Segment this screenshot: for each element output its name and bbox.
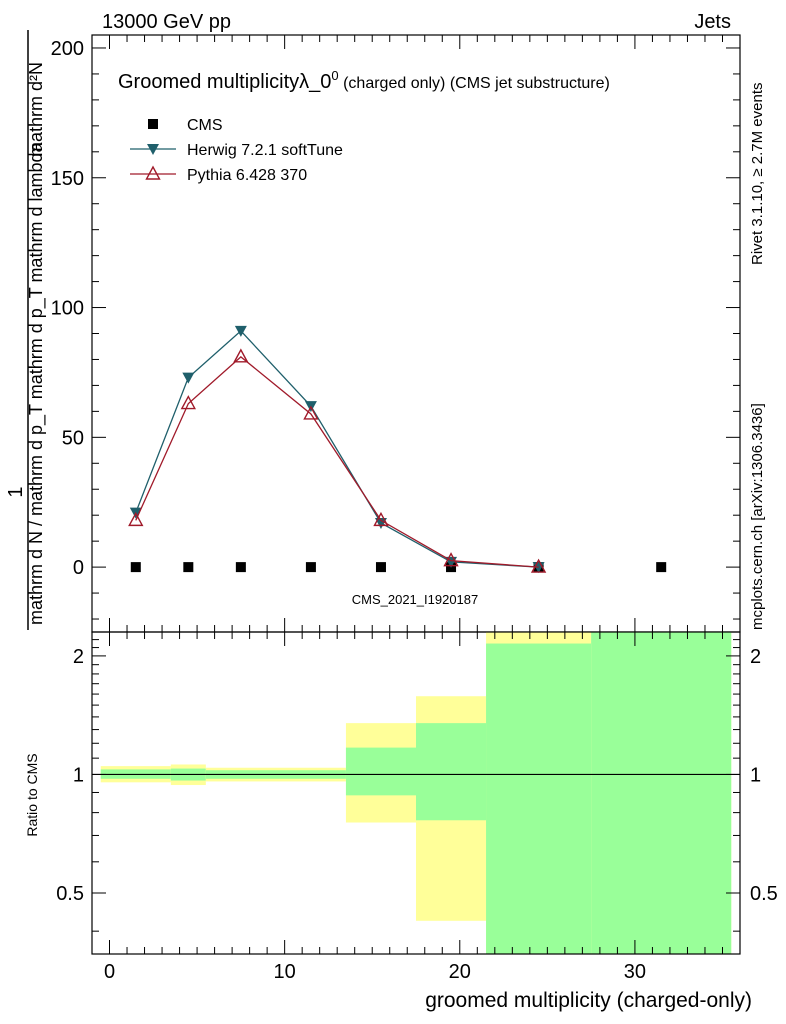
data-point bbox=[303, 405, 319, 420]
data-point bbox=[180, 395, 196, 410]
data-point bbox=[235, 562, 246, 573]
ratio-y-tick-label: 0.5 bbox=[750, 883, 778, 905]
category-label: Jets bbox=[694, 11, 731, 33]
legend-marker bbox=[148, 119, 158, 129]
legend-entry: Pythia 6.428 370 bbox=[130, 165, 307, 184]
y-tick-label: 150 bbox=[51, 168, 84, 190]
legend-label: Herwig 7.2.1 softTune bbox=[187, 142, 343, 159]
main-series bbox=[128, 325, 667, 574]
y-tick-label: 200 bbox=[51, 38, 84, 60]
x-tick-label: 30 bbox=[624, 961, 646, 983]
legend-entry: CMS bbox=[148, 117, 223, 134]
green-band bbox=[591, 632, 732, 954]
ratio-y-tick-label: 1 bbox=[750, 764, 761, 786]
ylabel-denominator: mathrm d N / mathrm d p_T mathrm d p_T m… bbox=[26, 142, 47, 625]
x-axis-label: groomed multiplicity (charged-only) bbox=[425, 989, 752, 1012]
legend-marker bbox=[145, 165, 161, 180]
data-point bbox=[374, 517, 387, 529]
ratio-ticks: 0.5 0.51 12 20 10 20 30 bbox=[56, 632, 778, 983]
data-point bbox=[530, 558, 547, 573]
y-tick-label: 0 bbox=[73, 557, 84, 579]
legend: CMS Herwig 7.2.1 softTune Pythia 6.428 370 bbox=[130, 117, 343, 184]
x-tick-label: 20 bbox=[449, 961, 471, 983]
legend-entry: Herwig 7.2.1 softTune bbox=[130, 142, 343, 159]
green-band bbox=[345, 747, 416, 796]
legend-label: Pythia 6.428 370 bbox=[187, 167, 307, 184]
green-band bbox=[416, 723, 487, 821]
ylabel-factor: 1 bbox=[5, 486, 27, 497]
series-line bbox=[135, 329, 539, 568]
x-tick-label: 10 bbox=[274, 961, 296, 983]
ratio-ylabel: Ratio to CMS bbox=[24, 753, 40, 836]
chart-title: Groomed multiplicityλ_00 (charged only) … bbox=[118, 68, 610, 93]
rivet-label: Rivet 3.1.10, ≥ 2.7M events bbox=[749, 83, 766, 266]
ratio-y-tick-label: 1 bbox=[73, 764, 84, 786]
ratio-frame bbox=[91, 631, 741, 955]
data-point bbox=[375, 562, 386, 573]
main-y-axis-title: mathrm d²N mathrm d N / mathrm d p_T mat… bbox=[5, 30, 47, 630]
ratio-y-tick-label: 2 bbox=[73, 646, 84, 668]
mcplots-label: mcplots.cern.ch [arXiv:1306.3436] bbox=[749, 403, 766, 630]
legend-marker bbox=[147, 144, 159, 155]
data-point bbox=[373, 511, 389, 527]
main-y-ticks: 0 50 100 150 200 bbox=[51, 35, 740, 632]
legend-label: CMS bbox=[187, 117, 223, 134]
ratio-y-tick-label: 0.5 bbox=[56, 883, 84, 905]
data-point bbox=[183, 562, 194, 573]
data-point bbox=[128, 511, 144, 527]
y-tick-label: 50 bbox=[62, 427, 84, 449]
series-herwig bbox=[129, 325, 545, 574]
ratio-bands bbox=[92, 632, 740, 954]
green-band bbox=[486, 643, 592, 954]
series-cms bbox=[130, 562, 667, 573]
energy-label: 13000 GeV pp bbox=[102, 11, 231, 33]
series-line bbox=[135, 356, 539, 568]
watermark: CMS_2021_I1920187 bbox=[352, 592, 479, 607]
data-point bbox=[305, 562, 316, 573]
x-tick-label: 0 bbox=[104, 961, 115, 983]
data-point bbox=[656, 562, 667, 573]
ratio-panel: 0.5 0.51 12 20 10 20 30 Ratio to CMS groomed m… bbox=[24, 631, 778, 1012]
ylabel-numerator: mathrm d²N bbox=[26, 62, 46, 157]
y-tick-label: 100 bbox=[51, 298, 84, 320]
data-point bbox=[233, 348, 249, 363]
ratio-y-tick-label: 2 bbox=[750, 646, 761, 668]
data-point bbox=[182, 372, 195, 384]
data-point bbox=[234, 325, 247, 337]
main-panel: Groomed multiplicityλ_00 (charged only) … bbox=[51, 34, 741, 633]
data-point bbox=[130, 562, 141, 573]
series-pythia bbox=[128, 348, 547, 573]
data-point bbox=[443, 552, 459, 567]
